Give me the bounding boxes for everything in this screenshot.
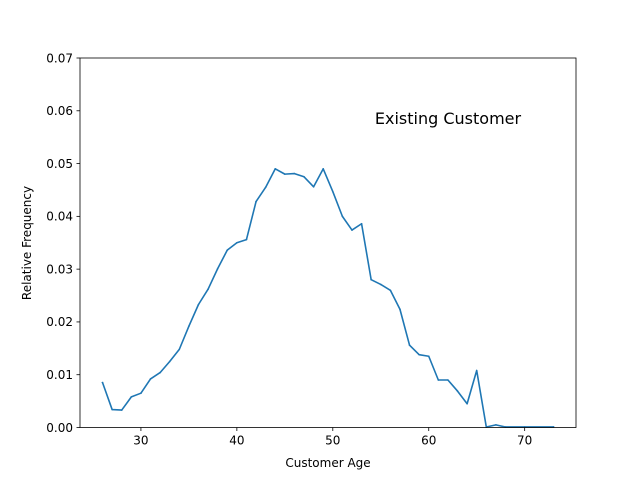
plot-frame (79, 57, 577, 428)
data-point (197, 303, 200, 306)
x-tick-label: 50 (325, 434, 340, 448)
y-tick-label: 0.00 (46, 421, 73, 435)
data-point (312, 185, 315, 188)
data-point (475, 369, 478, 372)
x-tick-label: 70 (517, 434, 532, 448)
data-point (140, 392, 142, 394)
data-point (101, 381, 104, 384)
x-tick-label: 40 (229, 434, 244, 448)
data-point (284, 173, 286, 175)
data-point (341, 215, 344, 218)
data-point (236, 241, 238, 244)
data-point (399, 308, 401, 311)
chart-annotation: Existing Customer (375, 109, 522, 128)
data-point (293, 172, 296, 175)
data-point (351, 229, 353, 231)
data-point (495, 424, 497, 426)
data-point (245, 238, 248, 241)
y-axis-label: Relative Frequency (20, 186, 34, 300)
data-point (427, 355, 430, 358)
y-tick-label: 0.02 (46, 315, 73, 329)
data-point (408, 344, 411, 346)
data-point (149, 378, 152, 380)
data-point (226, 249, 229, 251)
y-tick-label: 0.01 (46, 368, 73, 382)
data-point (418, 353, 420, 356)
data-point (370, 278, 372, 281)
data-point (216, 267, 219, 270)
data-point (379, 283, 382, 286)
x-tick-label: 60 (421, 434, 436, 448)
data-point (120, 409, 123, 411)
x-ticks: 30 40 50 60 70 (133, 427, 532, 448)
y-ticks: 0.00 0.01 0.02 0.03 0.04 0.05 0.06 0.07 (46, 51, 80, 435)
data-point (437, 379, 440, 381)
data-point (264, 186, 267, 189)
y-tick-label: 0.07 (46, 51, 73, 65)
data-point (360, 222, 363, 225)
y-tick-label: 0.03 (46, 262, 73, 276)
x-tick-label: 30 (133, 434, 148, 448)
data-point (207, 288, 209, 291)
data-point (159, 371, 161, 374)
y-tick-label: 0.05 (46, 157, 73, 171)
data-point (255, 200, 257, 203)
data-point (168, 360, 171, 363)
data-point (322, 168, 325, 170)
data-point (274, 168, 277, 170)
x-axis-label: Customer Age (285, 456, 370, 470)
y-tick-label: 0.04 (46, 210, 73, 224)
series-points (101, 168, 555, 428)
y-tick-label: 0.06 (46, 104, 73, 118)
data-point (389, 289, 392, 292)
data-point (188, 325, 190, 327)
data-point (331, 190, 334, 193)
data-point (178, 348, 181, 351)
data-point (466, 402, 468, 405)
data-point (456, 390, 459, 392)
data-point (130, 396, 133, 398)
data-point (111, 408, 113, 411)
data-point (447, 379, 449, 381)
data-point (303, 175, 305, 178)
